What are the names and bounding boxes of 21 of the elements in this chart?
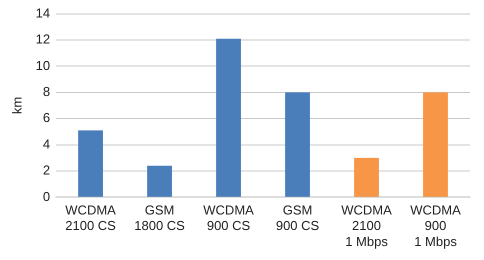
bar xyxy=(216,38,241,197)
y-tick-label: 14 xyxy=(36,5,50,20)
bar xyxy=(147,166,172,197)
bar xyxy=(423,92,448,197)
x-tick-label: GSM 1800 CS xyxy=(134,202,186,234)
y-tick-label: 0 xyxy=(42,188,50,204)
x-tick-label: WCDMA 900 CS xyxy=(203,202,254,234)
bar xyxy=(354,158,379,197)
y-tick-label: 8 xyxy=(42,84,50,99)
y-tick-label: 12 xyxy=(36,32,50,47)
bar xyxy=(285,92,310,197)
bar xyxy=(78,130,103,197)
x-tick-label: WCDMA 2100 CS xyxy=(65,202,116,234)
x-tick-label: GSM 900 CS xyxy=(276,202,320,234)
y-tick-label: 2 xyxy=(42,162,50,178)
x-tick-label: WCDMA 900 1 Mbps xyxy=(410,202,462,249)
y-tick-label: 6 xyxy=(42,110,50,126)
x-tick-label: WCDMA 2100 1 Mbps xyxy=(341,202,392,249)
y-tick-label: 4 xyxy=(42,136,50,152)
y-tick-label: 10 xyxy=(36,58,50,73)
y-axis-title: km xyxy=(9,96,24,114)
